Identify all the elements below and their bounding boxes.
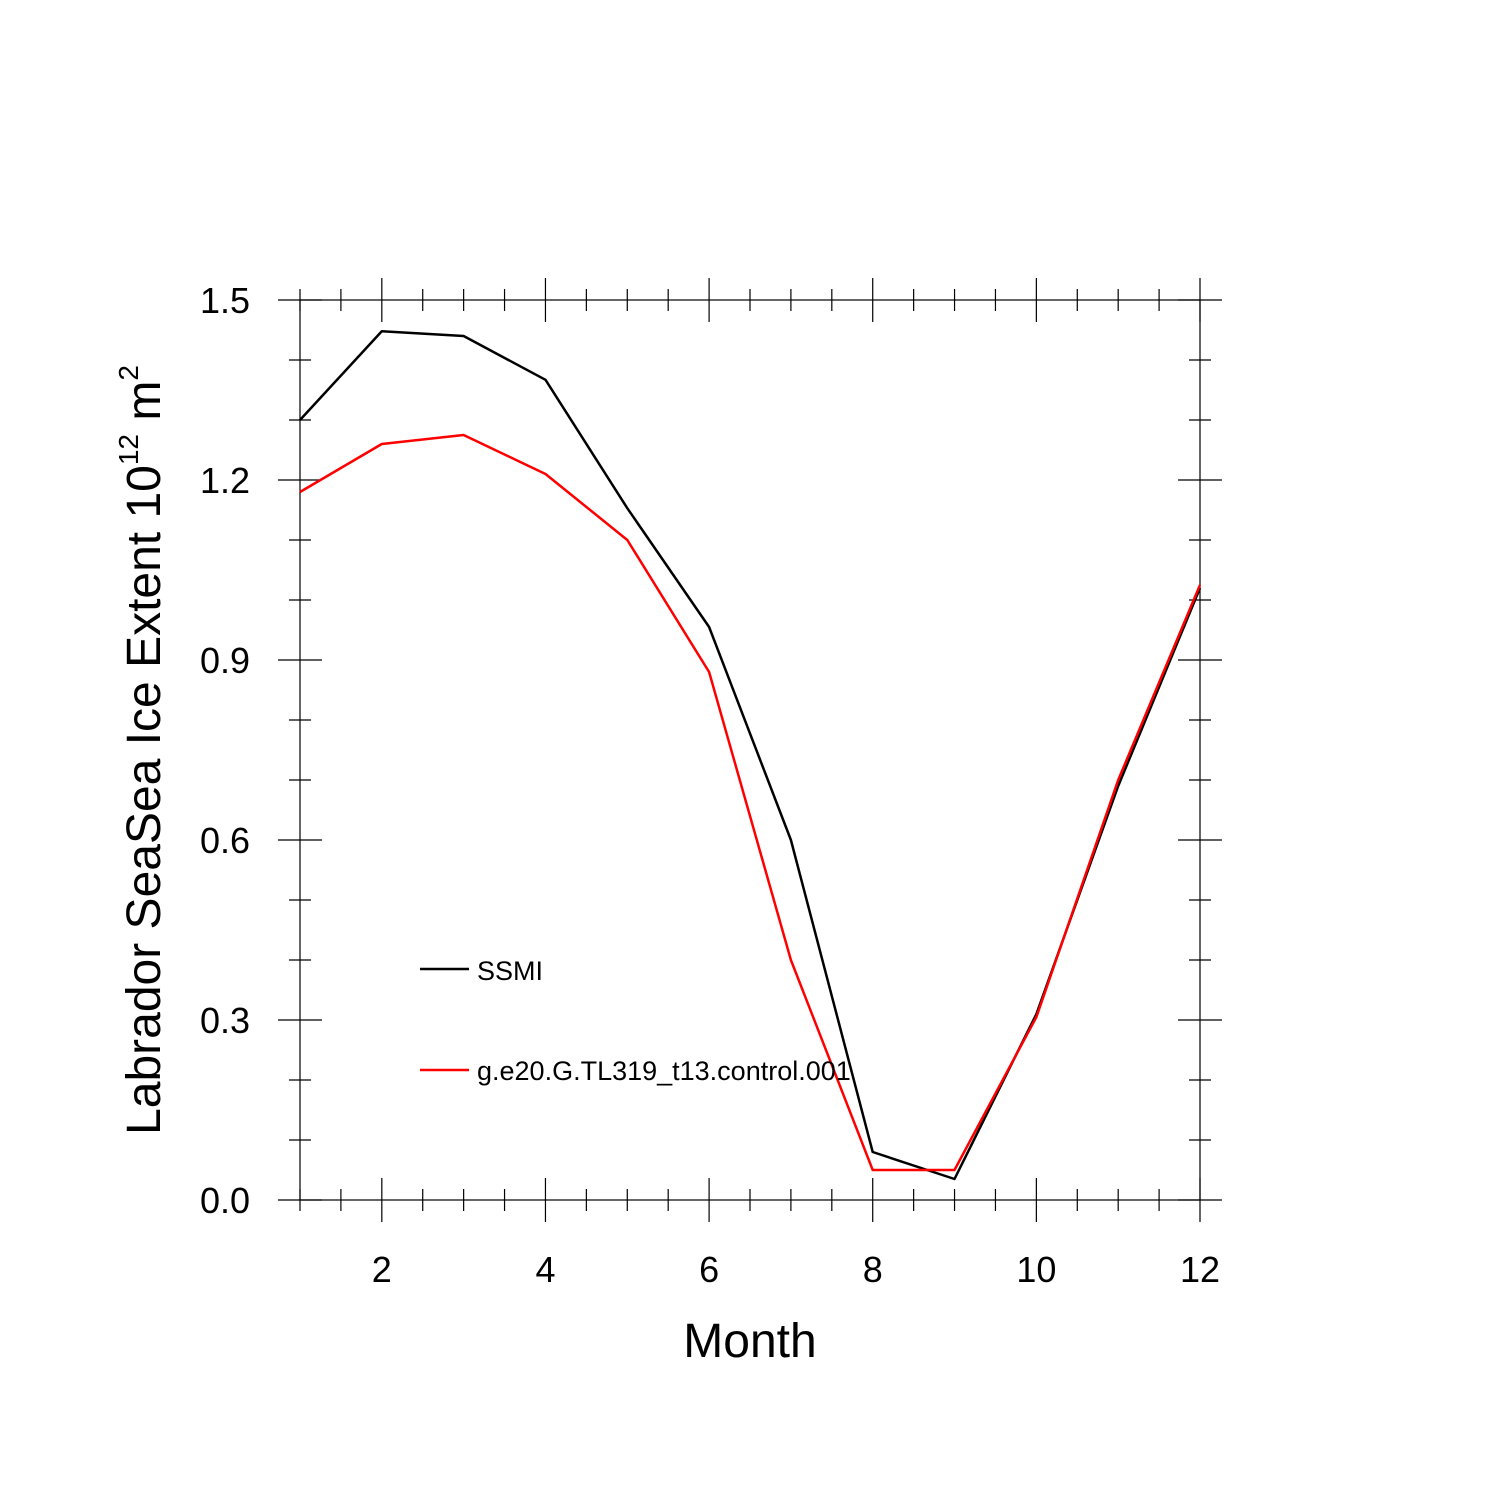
y-axis-title-exponent: 12 bbox=[113, 434, 144, 465]
y-axis-title-main: Labrador SeaSea Ice Extent 10 bbox=[118, 465, 171, 1135]
y-tick-labels: 0.0 0.3 0.6 0.9 1.2 1.5 bbox=[200, 280, 250, 1221]
y-tick-label: 1.2 bbox=[200, 460, 250, 501]
legend-label-ssmi: SSMI bbox=[477, 956, 543, 986]
x-tick-label: 8 bbox=[863, 1249, 883, 1290]
legend: SSMI g.e20.G.TL319_t13.control.001 bbox=[420, 956, 851, 1086]
y-axis-title: Labrador SeaSea Ice Extent 1012 m2 bbox=[113, 365, 171, 1135]
x-tick-label: 2 bbox=[372, 1249, 392, 1290]
y-axis-title-unit: m bbox=[118, 381, 171, 434]
y-axis-title-unit-exponent: 2 bbox=[113, 365, 144, 381]
x-tick-label: 12 bbox=[1180, 1249, 1220, 1290]
y-tick-label: 0.9 bbox=[200, 640, 250, 681]
x-axis-title: Month bbox=[683, 1315, 816, 1368]
series-line-ssmi bbox=[299, 329, 1202, 1181]
series-line-model bbox=[299, 433, 1202, 1172]
y-tick-label: 0.3 bbox=[200, 1000, 250, 1041]
legend-entry-model: g.e20.G.TL319_t13.control.001 bbox=[420, 1056, 851, 1086]
x-tick-label: 10 bbox=[1016, 1249, 1056, 1290]
x-tick-label: 4 bbox=[535, 1249, 555, 1290]
legend-label-model: g.e20.G.TL319_t13.control.001 bbox=[477, 1056, 851, 1086]
x-tick-labels: 2 4 6 8 10 12 bbox=[372, 1249, 1220, 1290]
y-tick-label: 1.5 bbox=[200, 280, 250, 321]
y-tick-label: 0.0 bbox=[200, 1180, 250, 1221]
series-lines bbox=[299, 329, 1202, 1181]
legend-entry-ssmi: SSMI bbox=[420, 956, 543, 986]
plot-frame bbox=[299, 299, 1201, 1201]
x-tick-label: 6 bbox=[699, 1249, 719, 1290]
y-tick-label: 0.6 bbox=[200, 820, 250, 861]
